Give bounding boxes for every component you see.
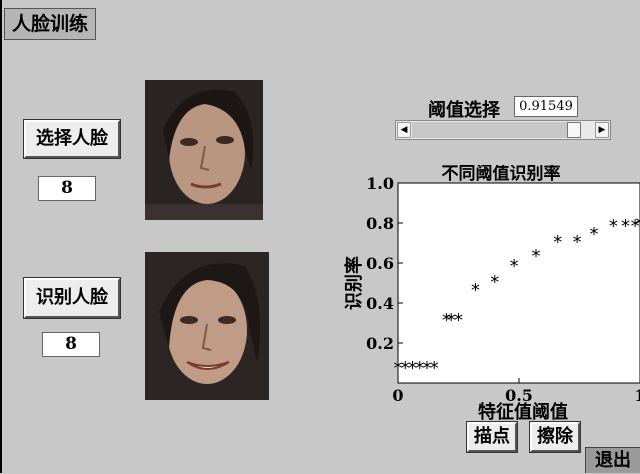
window-left-border xyxy=(0,0,2,473)
threshold-slider[interactable]: ◀ ▶ xyxy=(395,120,611,140)
exit-button[interactable]: 退出 xyxy=(585,447,640,473)
x-tick-label: 1 xyxy=(634,386,640,405)
slider-thumb[interactable] xyxy=(567,122,581,138)
data-point-marker: * xyxy=(531,246,540,267)
slider-track[interactable] xyxy=(412,122,567,138)
y-tick-label: 1.0 xyxy=(366,174,394,193)
slider-right-arrow-icon[interactable]: ▶ xyxy=(595,122,609,138)
slider-left-arrow-icon[interactable]: ◀ xyxy=(397,122,411,138)
x-axis-label: 特征值阈值 xyxy=(478,401,568,420)
y-tick-label: 0.8 xyxy=(366,214,394,233)
data-point-marker: * xyxy=(490,272,499,293)
recognition-rate-chart: 不同阈值识别率0.20.40.60.81.000.51特征值阈值识别率*****… xyxy=(340,165,640,420)
recognize-result-field[interactable]: 8 xyxy=(42,332,100,357)
data-point-marker: * xyxy=(609,216,618,237)
plot-area xyxy=(398,183,640,383)
data-point-marker: * xyxy=(553,232,562,253)
chart-title: 不同阈值识别率 xyxy=(442,165,561,184)
data-point-marker: * xyxy=(621,216,630,237)
data-point-marker: * xyxy=(454,310,463,331)
select-count-field[interactable]: 8 xyxy=(38,176,96,201)
data-point-marker: * xyxy=(471,280,480,301)
y-axis-label: 识别率 xyxy=(343,256,365,310)
data-point-marker: * xyxy=(590,224,599,245)
plot-button[interactable]: 描点 xyxy=(467,422,517,452)
y-tick-label: 0.4 xyxy=(366,294,394,313)
data-point-marker: * xyxy=(430,358,439,379)
data-point-marker: * xyxy=(510,256,519,277)
select-face-button[interactable]: 选择人脸 xyxy=(24,120,120,158)
x-tick-label: 0 xyxy=(392,386,403,405)
data-point-marker: * xyxy=(573,232,582,253)
recognized-face-image xyxy=(145,252,269,400)
recognize-face-button[interactable]: 识别人脸 xyxy=(24,278,120,318)
y-tick-label: 0.6 xyxy=(366,254,394,273)
training-face-image xyxy=(145,80,263,220)
window-title: 人脸训练 xyxy=(4,8,96,40)
data-point-marker: * xyxy=(636,214,640,235)
threshold-label: 阈值选择 xyxy=(428,96,500,122)
threshold-value-field[interactable]: 0.91549 xyxy=(514,96,578,117)
y-tick-label: 0.2 xyxy=(366,334,394,353)
erase-button[interactable]: 擦除 xyxy=(530,422,580,452)
